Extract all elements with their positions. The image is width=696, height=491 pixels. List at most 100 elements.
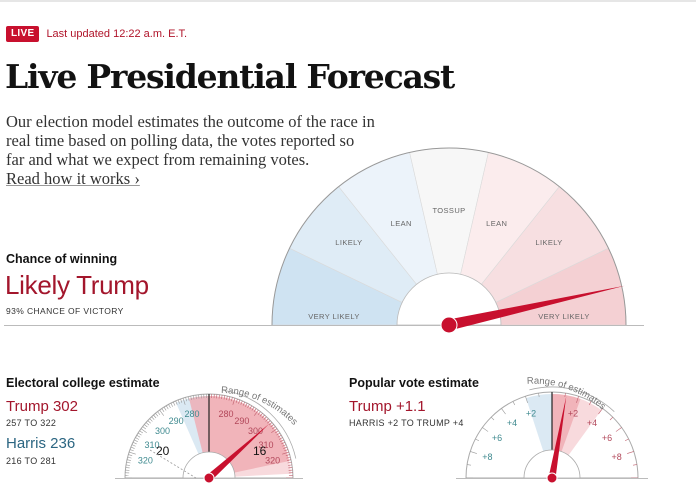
electoral-gauge-tick bbox=[127, 456, 132, 459]
popular-range: HARRIS +2 TO TRUMP +4 bbox=[349, 418, 464, 428]
popular-gauge-tick bbox=[467, 464, 472, 466]
popular-gauge-tick-label-left: +6 bbox=[492, 433, 502, 443]
electoral-gauge-tick bbox=[168, 404, 171, 409]
electoral-gauge-tick bbox=[259, 413, 263, 417]
popular-gauge-tick-label-left: +8 bbox=[482, 452, 492, 462]
popular-gauge-tick bbox=[512, 401, 516, 406]
electoral-trump-label: Trump 302 bbox=[6, 398, 78, 415]
electoral-gauge-tick bbox=[287, 461, 292, 464]
electoral-gauge-tick bbox=[128, 454, 133, 456]
popular-gauge-tick bbox=[588, 401, 592, 406]
popular-gauge-tick bbox=[564, 393, 566, 398]
electoral-gauge-tick bbox=[136, 434, 141, 438]
electoral-gauge-tick bbox=[185, 397, 187, 402]
popular-gauge-tick bbox=[470, 451, 477, 454]
intro-text: Our election model estimates the outcome… bbox=[6, 112, 375, 169]
electoral-gauge-tick bbox=[286, 456, 291, 459]
popular-gauge-tick bbox=[501, 408, 506, 415]
popular-gauge-tick-label-right: +2 bbox=[568, 408, 578, 418]
popular-gauge-tick bbox=[615, 427, 622, 432]
electoral-gauge-needle-hub bbox=[203, 472, 215, 484]
electoral-gauge-tick bbox=[170, 403, 173, 407]
electoral-gauge-tick bbox=[287, 459, 292, 461]
electoral-gauge-tick bbox=[155, 413, 159, 417]
gauge-segment-label: LIKELY bbox=[335, 238, 362, 247]
electoral-gauge-tick bbox=[261, 414, 265, 419]
electoral-gauge-tick bbox=[240, 400, 243, 405]
electoral-gauge-tick bbox=[226, 395, 228, 400]
electoral-harris-label: Harris 236 bbox=[6, 435, 76, 452]
electoral-gauge-tick bbox=[134, 439, 138, 442]
popular-headline: Trump +1.1 bbox=[349, 398, 426, 415]
gauge-segment-label: VERY LIKELY bbox=[538, 312, 590, 321]
popular-gauge-tick-label-right: +8 bbox=[612, 452, 622, 462]
electoral-gauge-tick-label-right: 300 bbox=[248, 426, 263, 436]
intro-paragraph: Our election model estimates the outcome… bbox=[6, 112, 376, 188]
chance-subtext: 93% CHANCE OF VICTORY bbox=[6, 306, 124, 316]
electoral-gauge-tick bbox=[285, 454, 290, 456]
electoral-gauge-tick bbox=[142, 426, 146, 430]
electoral-gauge-tick bbox=[228, 396, 231, 401]
electoral-gauge-tick-label-left: 310 bbox=[144, 440, 159, 450]
gauge-segment-label: LEAN bbox=[486, 219, 507, 228]
chance-of-winning-label: Chance of winning bbox=[6, 252, 118, 266]
popular-gauge-tick bbox=[538, 393, 540, 398]
electoral-gauge-tick bbox=[283, 446, 288, 449]
electoral-gauge-tick-label-left: 290 bbox=[169, 416, 184, 426]
electoral-gauge-tick bbox=[125, 464, 131, 466]
electoral-gauge-tick bbox=[288, 467, 293, 469]
electoral-gauge-tick bbox=[140, 428, 147, 433]
gauge-outer-arc bbox=[271, 147, 627, 326]
popular-gauge-tick bbox=[525, 396, 528, 403]
electoral-gauge-tick bbox=[165, 405, 169, 410]
electoral-gauge-tick bbox=[157, 411, 161, 415]
electoral-gauge-tick bbox=[270, 424, 274, 428]
electoral-gauge-tick bbox=[280, 439, 284, 442]
chance-needle-hub bbox=[440, 316, 458, 334]
electoral-gauge-tick bbox=[267, 420, 271, 424]
electoral-gauge-tick bbox=[135, 437, 140, 440]
gauge-segment-label: LEAN bbox=[391, 219, 412, 228]
electoral-gauge-hub-arc bbox=[182, 451, 236, 479]
electoral-gauge-tick bbox=[238, 399, 241, 404]
gauge-segment-label: LIKELY bbox=[535, 238, 562, 247]
electoral-gauge-tick bbox=[126, 461, 131, 464]
gauge-segment-label: TOSSUP bbox=[432, 206, 465, 215]
electoral-gauge-tick bbox=[274, 430, 279, 434]
chance-headline: Likely Trump bbox=[5, 270, 149, 300]
electoral-gauge-tick bbox=[249, 405, 253, 410]
electoral-gauge-tick-label-left: 300 bbox=[155, 426, 170, 436]
chance-needle bbox=[447, 285, 625, 331]
popular-gauge-tick bbox=[576, 396, 579, 403]
electoral-gauge-tick-label-left: 280 bbox=[184, 409, 199, 419]
top-divider bbox=[0, 0, 696, 2]
electoral-gauge-tick bbox=[130, 446, 135, 449]
electoral-gauge-tick bbox=[282, 451, 289, 455]
live-status-row: LIVE Last updated 12:22 a.m. E.T. bbox=[6, 26, 187, 42]
electoral-gauge-tick bbox=[153, 414, 157, 419]
electoral-gauge-tick bbox=[151, 416, 155, 420]
electoral-gauge-tick bbox=[198, 394, 200, 399]
read-how-it-works-link[interactable]: Read how it works › bbox=[6, 169, 140, 188]
electoral-gauge-tick bbox=[278, 437, 283, 440]
popular-gauge-tick bbox=[475, 438, 480, 442]
popular-gauge-tick bbox=[632, 464, 637, 466]
electoral-gauge-tick bbox=[131, 444, 136, 447]
electoral-left-marker-line bbox=[149, 449, 197, 479]
electoral-gauge-tick bbox=[235, 398, 238, 403]
electoral-gauge-tick bbox=[192, 395, 195, 400]
electoral-gauge-tick bbox=[172, 401, 176, 406]
popular-gauge-tick-label-right: +6 bbox=[602, 433, 612, 443]
popular-title: Popular vote estimate bbox=[349, 376, 479, 390]
last-updated-text: Last updated 12:22 a.m. E.T. bbox=[46, 28, 188, 40]
electoral-gauge-tick bbox=[129, 451, 136, 455]
electoral-gauge-tick bbox=[190, 395, 192, 400]
electoral-gauge-tick-label-left: 320 bbox=[138, 456, 153, 466]
popular-gauge-tick bbox=[598, 408, 603, 415]
electoral-left-marker: 20 bbox=[156, 444, 170, 458]
electoral-gauge-tick bbox=[242, 401, 246, 406]
electoral-gauge-tick bbox=[175, 400, 178, 405]
electoral-gauge-tick bbox=[159, 409, 164, 416]
